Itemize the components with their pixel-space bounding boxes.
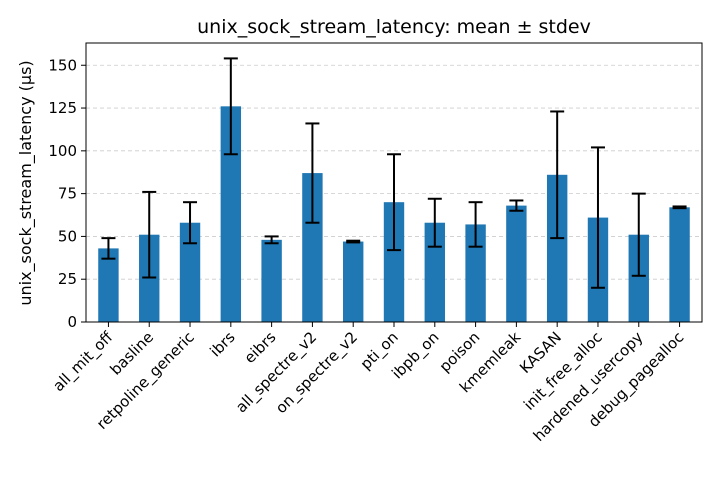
y-tick-label: 150 — [48, 56, 77, 74]
y-tick-label: 50 — [58, 227, 77, 245]
bar — [179, 222, 201, 322]
bar — [628, 234, 649, 322]
bar — [343, 241, 364, 322]
y-tick-label: 75 — [58, 185, 77, 203]
y-tick-label: 25 — [58, 270, 77, 288]
y-tick-label: 125 — [48, 99, 77, 117]
bar — [220, 106, 242, 322]
bar — [669, 207, 690, 322]
bar — [261, 239, 282, 322]
chart-title: unix_sock_stream_latency: mean ± stdev — [197, 16, 591, 38]
bar — [383, 202, 405, 322]
x-tick-label: all_mit_off — [49, 328, 117, 396]
bars — [98, 106, 690, 322]
bar — [506, 205, 527, 322]
y-axis-label: unix_sock_stream_latency (µs) — [16, 60, 36, 305]
bar — [546, 174, 568, 322]
bar — [465, 224, 486, 322]
y-tick-label: 0 — [67, 313, 77, 331]
error-bars — [101, 57, 687, 289]
y-tick-label: 100 — [48, 142, 77, 160]
y-axis-ticks: 0 25 50 75 100 125 150 — [48, 56, 86, 331]
bar — [302, 173, 323, 322]
x-tick-label: ibrs — [206, 328, 238, 360]
bar — [98, 248, 119, 322]
